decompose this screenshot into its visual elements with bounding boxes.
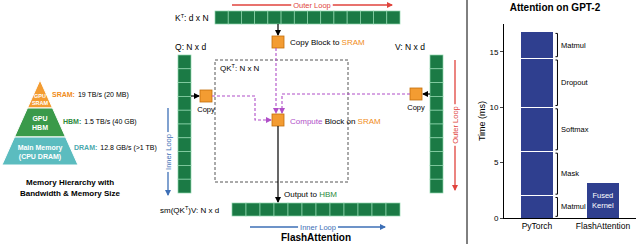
svg-text:(CPU DRAM): (CPU DRAM): [19, 153, 61, 161]
svg-text:DRAM:12.8 GB/s (>1 TB): DRAM:12.8 GB/s (>1 TB): [74, 144, 157, 152]
svg-text:QKT: N x N: QKT: N x N: [220, 63, 260, 73]
svg-text:V: N x d: V: N x d: [395, 42, 425, 52]
svg-text:Q: N x d: Q: N x d: [175, 42, 206, 52]
svg-text:sm(QKT)V: N x d: sm(QKT)V: N x d: [160, 205, 219, 215]
svg-text:Softmax: Softmax: [561, 125, 589, 134]
svg-text:Attention on GPT-2: Attention on GPT-2: [510, 2, 601, 13]
svg-text:10: 10: [489, 103, 498, 112]
svg-text:15: 15: [489, 48, 498, 57]
svg-text:Matmul: Matmul: [561, 41, 586, 50]
svg-text:Memory Hierarchy with: Memory Hierarchy with: [26, 178, 114, 187]
svg-text:Outer Loop: Outer Loop: [451, 106, 460, 144]
svg-text:Inner Loop: Inner Loop: [300, 223, 336, 232]
svg-text:Main Memory: Main Memory: [18, 144, 63, 152]
svg-text:Outer Loop: Outer Loop: [293, 1, 331, 10]
svg-text:FlashAttention: FlashAttention: [281, 232, 351, 243]
svg-text:Mask: Mask: [561, 169, 579, 178]
svg-text:Matmul: Matmul: [561, 202, 586, 211]
svg-text:FlashAttention: FlashAttention: [576, 221, 631, 231]
svg-text:Copy: Copy: [197, 105, 215, 114]
svg-text:Dropout: Dropout: [561, 78, 589, 87]
svg-text:Copy: Copy: [407, 103, 425, 112]
svg-text:FusedKernel: FusedKernel: [592, 191, 614, 210]
svg-text:Time (ms): Time (ms): [477, 101, 487, 141]
svg-text:PyTorch: PyTorch: [522, 221, 553, 231]
svg-text:Bandwidth & Memory Size: Bandwidth & Memory Size: [20, 189, 121, 198]
svg-text:GPU: GPU: [34, 93, 46, 99]
svg-text:Compute Block on SRAM: Compute Block on SRAM: [290, 117, 381, 126]
svg-text:Copy Block to SRAM: Copy Block to SRAM: [290, 38, 365, 47]
svg-text:SRAM:19 TB/s (20 MB): SRAM:19 TB/s (20 MB): [52, 91, 129, 99]
svg-text:KT: d x N: KT: d x N: [175, 13, 209, 23]
svg-text:SRAM: SRAM: [32, 100, 49, 106]
svg-text:HBM:1.5 TB/s (40 GB): HBM:1.5 TB/s (40 GB): [63, 118, 137, 126]
svg-text:5: 5: [494, 158, 499, 167]
svg-text:HBM: HBM: [32, 124, 48, 131]
svg-text:0: 0: [494, 214, 499, 223]
svg-text:Inner Loop: Inner Loop: [164, 134, 173, 170]
svg-text:GPU: GPU: [32, 115, 47, 122]
svg-text:Output to HBM: Output to HBM: [284, 190, 337, 199]
